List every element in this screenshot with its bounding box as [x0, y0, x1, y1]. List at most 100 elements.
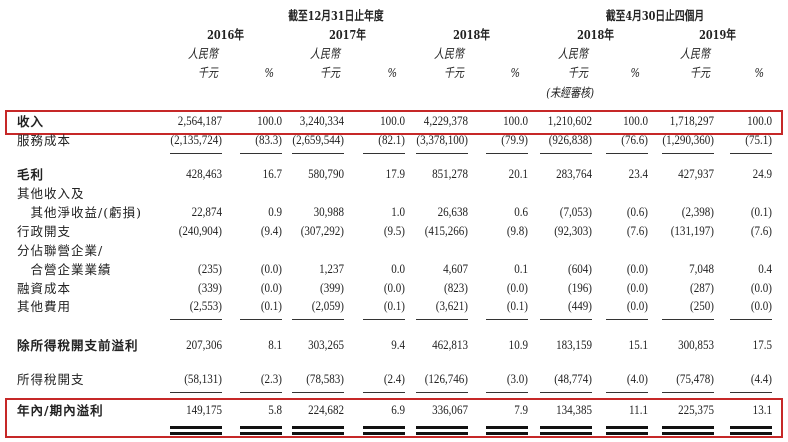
underline: [240, 432, 282, 435]
cell-amount: 428,463: [186, 166, 222, 181]
cell-amount: (196): [568, 280, 592, 295]
underline: [416, 432, 468, 435]
cell-percent: (4.4): [750, 371, 772, 386]
cell-amount: 851,278: [432, 166, 468, 181]
cell-percent: 100.0: [257, 113, 282, 128]
cell-percent: (75.1): [745, 132, 772, 147]
underline: [606, 319, 648, 320]
underline: [170, 426, 222, 429]
underline: [606, 432, 648, 435]
cell-percent: (83.3): [255, 132, 282, 147]
cell-amount: (399): [320, 280, 344, 295]
column-unit: 千元: [319, 65, 340, 80]
cell-percent: (4.0): [626, 371, 648, 386]
cell-amount: 1,718,297: [669, 113, 714, 128]
cell-percent: 24.9: [752, 166, 772, 181]
cell-percent: (9.4): [260, 223, 282, 238]
cell-percent: (0.0): [750, 280, 772, 295]
cell-amount: (48,774): [554, 371, 592, 386]
underline: [486, 432, 528, 435]
row-label: 融資成本: [17, 281, 72, 296]
cell-amount: 4,607: [443, 261, 468, 276]
revenue-highlight-box: [5, 110, 783, 135]
cell-percent: (0.0): [750, 298, 772, 313]
cell-percent: 15.1: [628, 337, 648, 352]
cell-percent: 5.8: [268, 402, 282, 417]
profit-highlight-box: [5, 398, 783, 438]
cell-amount: 26,638: [437, 204, 468, 219]
column-unit: 千元: [443, 65, 464, 80]
cell-percent: (0.1): [260, 298, 282, 313]
cell-percent: 13.1: [752, 402, 772, 417]
cell-amount: 283,764: [556, 166, 592, 181]
cell-percent: 0.6: [514, 204, 528, 219]
cell-percent: 0.1: [514, 261, 528, 276]
row-label: 所得稅開支: [17, 372, 85, 387]
cell-percent: (7.6): [750, 223, 772, 238]
cell-percent: 23.4: [628, 166, 648, 181]
row-label: 合營企業業績: [17, 262, 112, 277]
cell-amount: (3,378,100): [416, 132, 468, 147]
cell-amount: (3,621): [435, 298, 468, 313]
underline: [662, 153, 714, 154]
cell-percent: (0.1): [506, 298, 528, 313]
underline: [730, 432, 772, 435]
cell-percent: (0.0): [626, 261, 648, 276]
underline: [292, 392, 344, 393]
cell-amount: 580,790: [308, 166, 344, 181]
cell-amount: 462,813: [432, 337, 468, 352]
underline: [540, 319, 592, 320]
cell-amount: 224,682: [308, 402, 344, 417]
underline: [606, 426, 648, 429]
cell-amount: 225,375: [678, 402, 714, 417]
cell-percent: (0.0): [260, 261, 282, 276]
underline: [416, 392, 468, 393]
cell-percent: 100.0: [380, 113, 405, 128]
underline: [486, 426, 528, 429]
cell-amount: (92,303): [554, 223, 592, 238]
cell-amount: 2,564,187: [177, 113, 222, 128]
cell-percent: 7.9: [514, 402, 528, 417]
cell-amount: (75,478): [676, 371, 714, 386]
cell-percent: 6.9: [391, 402, 405, 417]
underline: [540, 432, 592, 435]
cell-amount: 30,988: [313, 204, 344, 219]
cell-percent: (82.1): [378, 132, 405, 147]
cell-percent: 20.1: [508, 166, 528, 181]
underline: [730, 426, 772, 429]
cell-amount: (1,290,360): [662, 132, 714, 147]
underline: [170, 432, 222, 435]
cell-amount: (250): [690, 298, 714, 313]
column-percent: %: [264, 65, 274, 80]
cell-amount: (126,746): [424, 371, 468, 386]
cell-amount: 207,306: [186, 337, 222, 352]
row-label: 年內/期內溢利: [17, 403, 104, 418]
cell-amount: (604): [568, 261, 592, 276]
underline: [662, 432, 714, 435]
cell-amount: 427,937: [678, 166, 714, 181]
column-currency: 人民幣: [309, 46, 340, 61]
cell-amount: 134,385: [556, 402, 592, 417]
cell-percent: (0.0): [506, 280, 528, 295]
cell-amount: (235): [198, 261, 222, 276]
cell-amount: 303,265: [308, 337, 344, 352]
cell-amount: (823): [444, 280, 468, 295]
cell-percent: (0.0): [626, 298, 648, 313]
cell-amount: (131,197): [670, 223, 714, 238]
cell-percent: 17.9: [385, 166, 405, 181]
underline: [662, 392, 714, 393]
underline: [486, 319, 528, 320]
cell-amount: (2,659,544): [292, 132, 344, 147]
cell-amount: 1,210,602: [547, 113, 592, 128]
cell-amount: (78,583): [306, 371, 344, 386]
column-unit: 千元: [689, 65, 710, 80]
underline: [540, 392, 592, 393]
cell-percent: (0.1): [750, 204, 772, 219]
underline: [292, 426, 344, 429]
cell-percent: (79.9): [501, 132, 528, 147]
cell-percent: (0.0): [626, 280, 648, 295]
cell-percent: 100.0: [747, 113, 772, 128]
cell-amount: 4,229,378: [423, 113, 468, 128]
cell-amount: 300,853: [678, 337, 714, 352]
underline: [292, 432, 344, 435]
